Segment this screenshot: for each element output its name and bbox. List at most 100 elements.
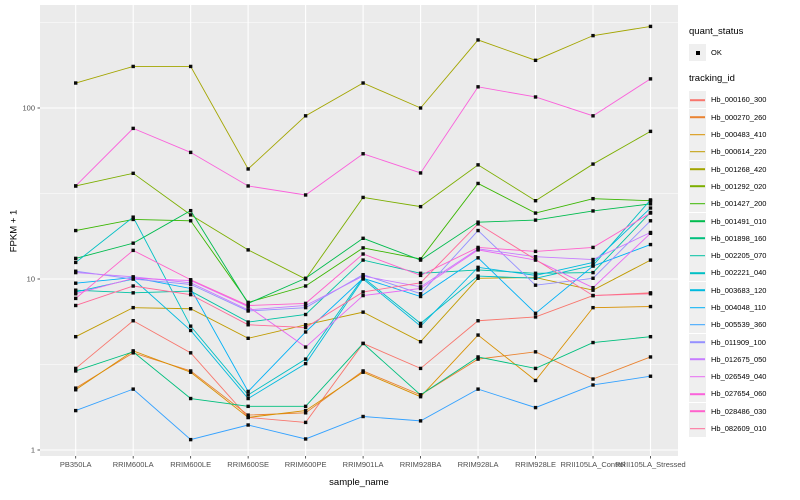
data-point [303, 330, 308, 334]
data-point [303, 284, 308, 288]
data-point [648, 219, 653, 223]
data-point [418, 292, 423, 296]
data-point [591, 196, 595, 201]
data-point [131, 284, 135, 288]
data-point [303, 357, 308, 361]
data-point [648, 304, 653, 309]
data-point [188, 278, 193, 282]
data-point [303, 303, 308, 308]
data-point [418, 171, 423, 175]
data-point [418, 419, 423, 423]
data-point [131, 215, 135, 219]
data-point [74, 388, 78, 392]
legend-item-Hb_002221_040: Hb_002221_040 [689, 264, 799, 282]
data-point [246, 423, 250, 427]
data-point [188, 307, 193, 311]
data-point [476, 245, 480, 250]
plot-panel [40, 5, 678, 456]
data-point [418, 271, 423, 275]
legend-item-label: Hb_000614_220 [711, 147, 767, 157]
data-point [246, 413, 250, 417]
data-point [533, 350, 538, 354]
legend-line-swatch [690, 254, 705, 257]
data-point [246, 415, 250, 420]
legend-key [689, 91, 706, 109]
legend-item-label: Hb_000270_260 [711, 112, 767, 122]
data-point [533, 218, 538, 222]
data-point [361, 81, 365, 85]
legend-item-Hb_005539_360: Hb_005539_360 [689, 316, 799, 334]
data-point [74, 366, 78, 371]
legend-line-swatch [690, 168, 705, 170]
data-point [648, 129, 653, 134]
data-point [361, 195, 365, 200]
data-point [361, 252, 365, 256]
legend-line-swatch [690, 151, 705, 153]
data-point [361, 341, 365, 346]
data-point [533, 315, 538, 319]
x-tick-label: RRIM600LA [113, 460, 154, 469]
legend-key [689, 316, 706, 334]
data-point [303, 437, 308, 441]
legend-key [689, 108, 706, 126]
data-point [418, 258, 423, 262]
data-point [476, 355, 480, 359]
x-tick-label: RRIM600SE [227, 460, 269, 469]
data-point [74, 228, 78, 233]
data-point [418, 393, 423, 397]
legend-item-label: Hb_000160_300 [711, 95, 767, 105]
data-point [361, 236, 365, 240]
data-point [246, 396, 250, 401]
legend-item-label: Hb_001292_020 [711, 181, 767, 191]
data-point [131, 350, 135, 354]
data-point [131, 319, 135, 323]
legend-item-label: Hb_002205_070 [711, 251, 767, 261]
data-point [303, 193, 308, 197]
data-point [591, 209, 595, 213]
data-point [303, 276, 308, 280]
legend-item-label: Hb_001898_160 [711, 233, 767, 243]
legend-item-label: Hb_082609_010 [711, 424, 767, 434]
legend-title-quant-status: quant_status [689, 26, 744, 37]
data-point [74, 288, 78, 292]
legend-item-label: Hb_000483_410 [711, 130, 767, 140]
data-point [361, 152, 365, 156]
legend-item-Hb_028486_030: Hb_028486_030 [689, 402, 799, 420]
legend-line-swatch [690, 202, 705, 205]
data-point [188, 328, 193, 333]
data-point [533, 273, 538, 278]
legend-item-label: Hb_001491_010 [711, 216, 767, 226]
y-tick-label: 10 [27, 275, 35, 284]
data-point [591, 305, 595, 310]
data-point [533, 366, 538, 371]
data-point [418, 339, 423, 344]
data-point [648, 202, 653, 206]
data-point [188, 396, 193, 401]
data-point [533, 199, 538, 203]
data-point [74, 256, 78, 261]
black-point-icon [695, 50, 700, 55]
data-point [591, 288, 595, 292]
data-point [188, 437, 193, 442]
data-point [361, 276, 365, 280]
data-point [476, 276, 480, 280]
data-point [246, 308, 250, 312]
y-tick-label: 1 [31, 446, 35, 455]
data-point [591, 377, 595, 381]
data-point [648, 355, 653, 359]
data-point [418, 294, 423, 299]
data-point [591, 293, 595, 298]
x-tick-label: RRII105LA_Control [560, 460, 625, 469]
data-point [361, 414, 365, 419]
x-tick-label: RRII105LA_Stressed [615, 460, 685, 469]
data-point [533, 257, 538, 262]
data-point [418, 281, 423, 285]
data-point [648, 231, 653, 236]
legend-key [689, 333, 706, 351]
legend-key [689, 143, 706, 161]
data-point [591, 383, 595, 387]
data-point [188, 213, 193, 217]
data-point [648, 77, 653, 81]
data-point [591, 33, 595, 38]
